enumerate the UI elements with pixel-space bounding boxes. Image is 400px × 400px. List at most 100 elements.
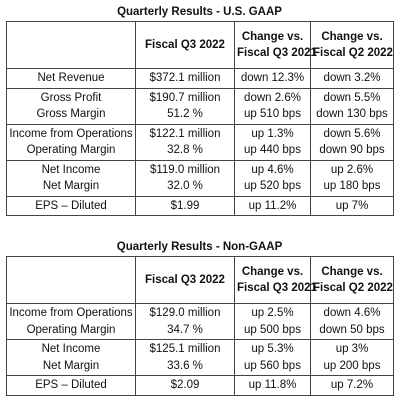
value-cell: up 7.2%: [310, 375, 394, 396]
value-cell: up 2.5% up 500 bps: [234, 303, 311, 340]
row-label-cell: EPS – Diluted: [6, 375, 136, 396]
value: $372.1 million: [149, 72, 221, 84]
row-label-cell: Net Income Net Margin: [6, 159, 136, 197]
value: up 4.6%: [251, 163, 294, 176]
value: $190.7 million: [149, 91, 221, 104]
value: down 2.6%: [244, 91, 301, 104]
value: $1.99: [170, 199, 200, 212]
header-row: Fiscal Q3 2022 Change vs. Fiscal Q3 2021 Ch…: [6, 256, 394, 304]
header-line: Change vs.: [241, 265, 304, 278]
row-label-cell: Income from Operations Operating Margin: [6, 303, 136, 340]
row-label: Net Margin: [42, 180, 100, 192]
value-cell: $372.1 million: [135, 68, 235, 89]
value: down 4.6%: [323, 307, 381, 319]
header-line: Fiscal Q2 2022: [313, 47, 393, 59]
value-cell: $119.0 million 32.0 %: [135, 159, 235, 197]
header-line: Fiscal Q3 2022: [145, 273, 225, 286]
group-row: Gross Profit Gross Margin $190.7 million 51…: [6, 87, 394, 125]
header-cell: Change vs. Fiscal Q2 2022: [310, 21, 394, 69]
value-cell: $129.0 million 34.7 %: [135, 303, 235, 340]
value-cell: down 4.6% down 50 bps: [310, 303, 394, 340]
value: 51.2 %: [167, 108, 203, 120]
value: up 510 bps: [244, 108, 301, 120]
row-label: Income from Operations: [9, 127, 133, 140]
value: 33.6 %: [167, 359, 203, 372]
header-line: Fiscal Q3 2021: [237, 47, 317, 59]
row-label: Net Income: [41, 163, 101, 176]
value-cell: $125.1 million 33.6 %: [135, 339, 235, 376]
group-row: Net Income Net Margin $119.0 million 32.0 %…: [6, 159, 394, 197]
value-cell: up 4.6% up 520 bps: [234, 159, 311, 197]
value: $2.09: [170, 379, 200, 391]
header-row: Fiscal Q3 2022 Change vs. Fiscal Q3 2021 Ch…: [6, 21, 394, 69]
row-label: Operating Margin: [26, 323, 116, 336]
value: up 500 bps: [244, 323, 301, 336]
table-block: Quarterly Results - U.S. GAAP Fiscal Q3 2…: [6, 3, 394, 216]
value: $125.1 million: [149, 343, 221, 355]
row-label: EPS – Diluted: [35, 379, 107, 391]
group-row: Net Income Net Margin $125.1 million 33.6 %…: [6, 339, 394, 376]
value: down 90 bps: [319, 144, 385, 156]
value: $129.0 million: [149, 307, 221, 319]
value: up 200 bps: [323, 359, 381, 372]
row-label-cell: Income from Operations Operating Margin: [6, 123, 136, 161]
value: up 11.8%: [248, 379, 297, 391]
value-cell: down 5.5% down 130 bps: [310, 87, 394, 125]
value-cell: up 2.6% up 180 bps: [310, 159, 394, 197]
group-row: EPS – Diluted $1.99 up 11.2% up 7%: [6, 195, 394, 216]
row-label: Income from Operations: [9, 307, 133, 319]
value: up 180 bps: [323, 180, 381, 192]
header-line: Fiscal Q3 2022: [145, 38, 225, 51]
value: up 7%: [335, 199, 369, 212]
header-cell: [6, 21, 136, 69]
value: up 7.2%: [330, 379, 374, 391]
value: down 12.3%: [240, 72, 305, 84]
results-table: Fiscal Q3 2022 Change vs. Fiscal Q3 2021 Ch…: [6, 256, 394, 396]
table-block: Quarterly Results - Non-GAAP Fiscal Q3 20…: [6, 238, 394, 396]
header-cell: Fiscal Q3 2022: [135, 21, 235, 69]
value: down 5.6%: [323, 127, 381, 140]
row-label: Net Income: [41, 343, 101, 355]
value: $119.0 million: [149, 163, 221, 176]
row-label-cell: EPS – Diluted: [6, 195, 136, 216]
row-label: Net Revenue: [37, 72, 105, 84]
value-cell: $2.09: [135, 375, 235, 396]
row-label-cell: Net Revenue: [6, 68, 136, 89]
value-cell: up 7%: [310, 195, 394, 216]
value-cell: up 5.3% up 560 bps: [234, 339, 311, 376]
value: 32.8 %: [167, 144, 203, 156]
value-cell: $190.7 million 51.2 %: [135, 87, 235, 125]
value: up 2.6%: [330, 163, 374, 176]
header-line: Fiscal Q2 2022: [313, 282, 393, 294]
row-label: Gross Profit: [40, 91, 102, 104]
value-cell: $1.99: [135, 195, 235, 216]
value: down 130 bps: [316, 108, 388, 120]
value: up 440 bps: [244, 144, 301, 156]
header-line: Change vs.: [241, 30, 304, 43]
table-title: Quarterly Results - U.S. GAAP: [117, 6, 282, 18]
header-cell: Change vs. Fiscal Q2 2022: [310, 256, 394, 304]
value: up 2.5%: [251, 307, 294, 319]
value-cell: up 11.2%: [234, 195, 311, 216]
value: up 520 bps: [244, 180, 301, 192]
row-label: Net Margin: [42, 359, 100, 372]
row-label: EPS – Diluted: [35, 199, 107, 212]
value: up 3%: [335, 343, 369, 355]
value-cell: $122.1 million 32.8 %: [135, 123, 235, 161]
table-title: Quarterly Results - Non-GAAP: [116, 241, 283, 253]
value: up 5.3%: [251, 343, 294, 355]
value-cell: down 2.6% up 510 bps: [234, 87, 311, 125]
value: down 50 bps: [319, 323, 385, 336]
group-row: EPS – Diluted $2.09 up 11.8% up 7.2%: [6, 375, 394, 396]
value: down 5.5%: [323, 91, 381, 104]
value-cell: up 11.8%: [234, 375, 311, 396]
value: up 1.3%: [251, 127, 294, 140]
group-row: Income from Operations Operating Margin $1…: [6, 303, 394, 340]
row-label-cell: Gross Profit Gross Margin: [6, 87, 136, 125]
value: up 560 bps: [244, 359, 301, 372]
header-cell: [6, 256, 136, 304]
value-cell: up 3% up 200 bps: [310, 339, 394, 376]
row-label: Gross Margin: [36, 108, 106, 120]
value: 34.7 %: [167, 323, 203, 336]
